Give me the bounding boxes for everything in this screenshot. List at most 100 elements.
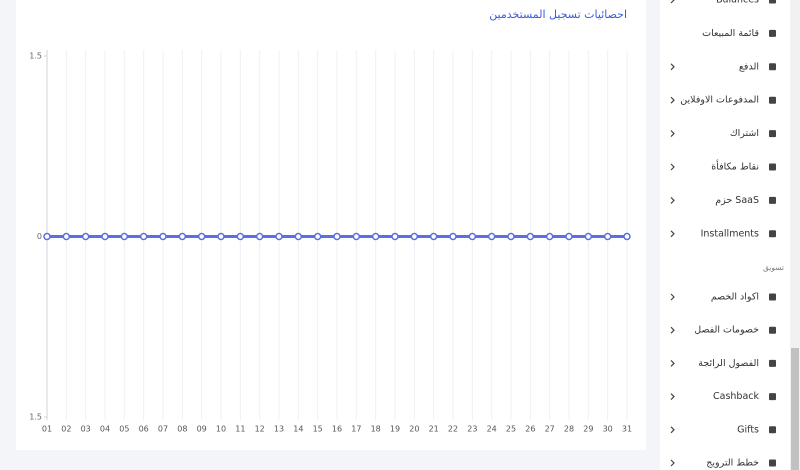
point bbox=[526, 232, 535, 241]
point bbox=[120, 232, 129, 241]
menu-label[interactable]: خصومات الفصل bbox=[694, 325, 759, 336]
point bbox=[62, 232, 71, 241]
point bbox=[603, 232, 612, 241]
x-tick-label: 21 bbox=[429, 425, 439, 434]
chevron[interactable] bbox=[670, 96, 675, 104]
x-tick-label: 03 bbox=[81, 425, 91, 434]
menu-label[interactable]: الفصول الرائجة bbox=[698, 358, 759, 369]
chevron[interactable] bbox=[670, 393, 675, 401]
x-tick-label: 26 bbox=[525, 425, 535, 434]
point bbox=[623, 232, 631, 241]
menu-label[interactable]: Installments bbox=[701, 228, 759, 239]
x-tick-label: 20 bbox=[409, 425, 419, 434]
point bbox=[178, 232, 187, 241]
point bbox=[197, 232, 206, 241]
menu-label[interactable]: قائمة المبيعات bbox=[702, 28, 759, 39]
menu-icon bbox=[769, 29, 776, 37]
point bbox=[371, 232, 380, 241]
x-tick-label: 18 bbox=[371, 425, 381, 434]
chevron[interactable] bbox=[670, 130, 675, 138]
point bbox=[313, 232, 322, 241]
menu-icon bbox=[769, 63, 776, 71]
menu-label[interactable]: Cashback bbox=[713, 391, 760, 402]
chevron[interactable] bbox=[670, 63, 675, 71]
menu-label[interactable]: اكواد الخصم bbox=[711, 292, 759, 303]
menu-label[interactable]: خطط الترويج bbox=[706, 458, 759, 469]
x-tick-label: 25 bbox=[506, 425, 516, 434]
x-tick-label: 11 bbox=[235, 425, 245, 434]
x-tick-label: 31 bbox=[622, 425, 632, 434]
chevron[interactable] bbox=[670, 0, 675, 4]
menu-icon bbox=[769, 230, 776, 238]
section-title: تسويق bbox=[763, 263, 784, 272]
point bbox=[333, 232, 341, 241]
menu-icon bbox=[769, 326, 776, 334]
x-tick-label: 08 bbox=[177, 425, 187, 434]
x-tick-label: 16 bbox=[332, 425, 342, 434]
point bbox=[294, 232, 303, 241]
x-tick-label: 10 bbox=[216, 425, 226, 434]
menu-icon bbox=[769, 96, 776, 104]
x-tick-label: 04 bbox=[100, 425, 110, 434]
point bbox=[43, 232, 51, 241]
x-tick-label: 22 bbox=[448, 425, 458, 434]
chevron[interactable] bbox=[670, 163, 675, 171]
chevron[interactable] bbox=[670, 426, 675, 434]
menu-icon bbox=[769, 0, 776, 4]
chevron[interactable] bbox=[670, 230, 675, 238]
point bbox=[236, 232, 245, 241]
menu-label[interactable]: حزم SaaS bbox=[715, 195, 759, 206]
chevron[interactable] bbox=[670, 293, 675, 301]
x-tick-label: 28 bbox=[564, 425, 574, 434]
menu-label[interactable]: الدفع bbox=[739, 61, 759, 72]
menu-label[interactable]: نقاط مكافأة bbox=[711, 160, 759, 173]
x-tick-label: 09 bbox=[197, 425, 207, 434]
chart-card bbox=[16, 0, 646, 450]
chevron[interactable] bbox=[670, 359, 675, 367]
point bbox=[584, 232, 593, 241]
chevron[interactable] bbox=[670, 326, 675, 334]
point bbox=[565, 232, 573, 241]
x-tick-label: 06 bbox=[139, 425, 149, 434]
point bbox=[468, 232, 477, 241]
point bbox=[352, 232, 361, 241]
x-tick-label: 29 bbox=[583, 425, 593, 434]
menu-label[interactable]: Balances bbox=[716, 0, 759, 6]
scrollbar-track bbox=[790, 0, 800, 470]
menu-label[interactable]: المدفوعات الاوفلاين bbox=[680, 95, 759, 106]
y-tick-label: 0 bbox=[37, 232, 42, 241]
chevron[interactable] bbox=[670, 459, 675, 467]
sidebar bbox=[660, 0, 790, 470]
point bbox=[139, 232, 148, 241]
x-tick-label: 15 bbox=[313, 425, 323, 434]
menu-icon bbox=[769, 293, 776, 301]
point bbox=[255, 232, 264, 241]
menu-icon bbox=[769, 426, 776, 434]
point bbox=[429, 232, 438, 241]
point bbox=[275, 232, 283, 241]
menu-label[interactable]: Gifts bbox=[737, 424, 759, 435]
x-tick-label: 01 bbox=[42, 425, 52, 434]
y-tick-label: 1.5 bbox=[29, 52, 42, 61]
menu-icon bbox=[769, 359, 776, 367]
x-tick-label: 12 bbox=[255, 425, 265, 434]
scrollbar-thumb[interactable] bbox=[791, 348, 799, 470]
x-tick-label: 24 bbox=[487, 425, 497, 434]
x-tick-label: 17 bbox=[351, 425, 361, 434]
point bbox=[507, 232, 515, 241]
x-tick-label: 05 bbox=[119, 425, 129, 434]
point bbox=[81, 232, 90, 241]
menu-icon bbox=[769, 393, 776, 401]
point bbox=[449, 232, 457, 241]
x-tick-label: 02 bbox=[61, 425, 71, 434]
x-tick-label: 23 bbox=[467, 425, 477, 434]
x-tick-label: 14 bbox=[293, 425, 303, 434]
menu-icon bbox=[769, 196, 776, 204]
chevron[interactable] bbox=[670, 196, 675, 204]
chart-title: احصائيات تسجيل المستخدمين bbox=[489, 8, 627, 21]
menu-label[interactable]: اشتراك bbox=[730, 128, 759, 139]
x-tick-label: 30 bbox=[603, 425, 613, 434]
point bbox=[159, 232, 167, 241]
point bbox=[391, 232, 399, 241]
